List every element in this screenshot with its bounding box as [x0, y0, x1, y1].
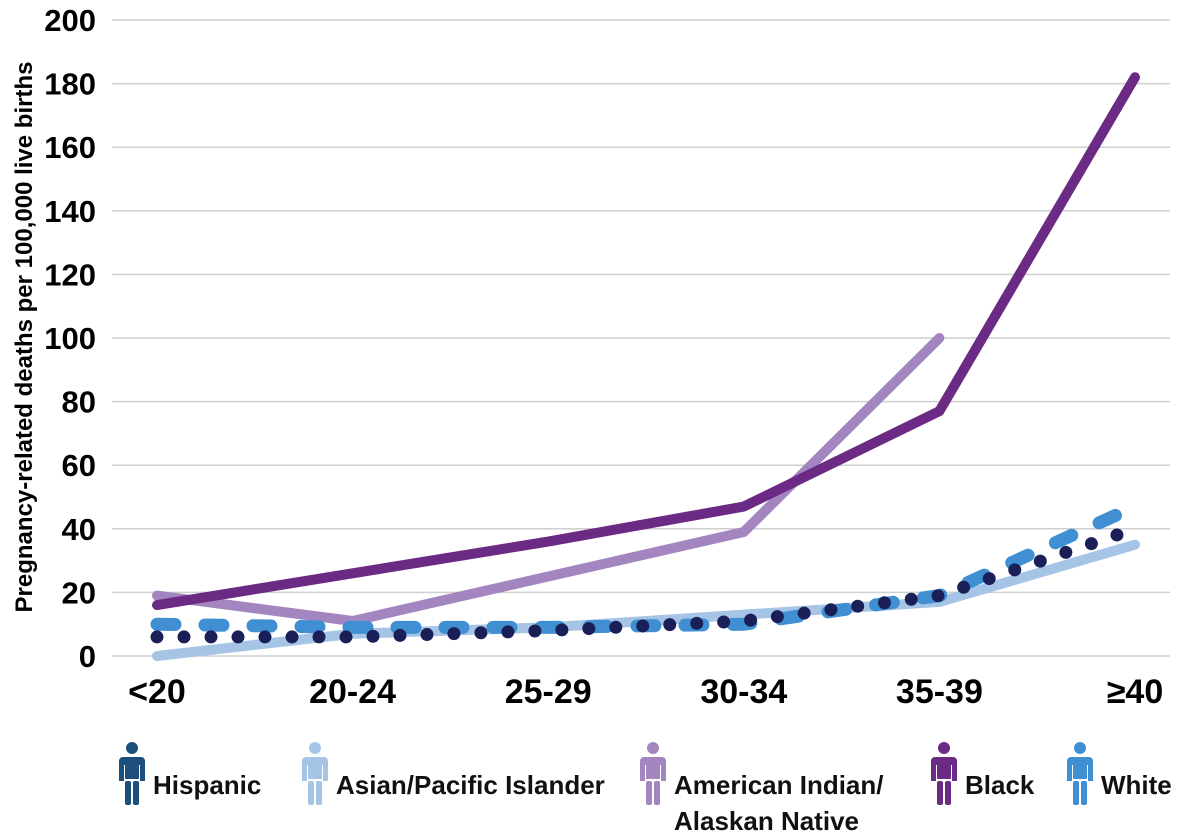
line-chart: 0 20 40 60 80 100 120 140 160 180 200 <20 20-24 25-2… [11, 3, 1170, 711]
gridlines [112, 19, 1170, 657]
legend-item-american-indian-alaskan-native: American Indian/ Alaskan Native [636, 738, 884, 839]
person-icon [119, 742, 145, 805]
legend-item-hispanic: Hispanic [115, 738, 261, 807]
legend-item-white: White [1063, 738, 1172, 807]
y-tick-label: 40 [62, 512, 96, 547]
y-tick-label: 160 [44, 130, 96, 165]
y-tick-label: 80 [62, 385, 96, 420]
y-tick-label: 20 [62, 575, 96, 610]
x-tick-label: ≥40 [1107, 673, 1163, 711]
y-tick-label: 180 [44, 67, 96, 102]
y-tick-label: 0 [79, 639, 96, 674]
y-tick-label: 200 [44, 3, 96, 38]
y-tick-label: 120 [44, 257, 96, 292]
legend-label-american-indian-alaskan-native: American Indian/ Alaskan Native [674, 770, 884, 836]
y-tick-label: 60 [62, 448, 96, 483]
person-icon [302, 742, 328, 805]
x-tick-labels: <20 20-24 25-29 30-34 35-39 ≥40 [128, 673, 1163, 711]
legend-label-black: Black [965, 770, 1035, 800]
person-icon [1067, 742, 1093, 805]
x-tick-label: 20-24 [309, 673, 396, 711]
person-icon [931, 742, 957, 805]
x-tick-label: 35-39 [896, 673, 983, 711]
legend-item-black: Black [927, 738, 1034, 807]
series-lines [150, 72, 1142, 661]
x-tick-label: <20 [128, 673, 186, 711]
y-tick-labels: 0 20 40 60 80 100 120 140 160 180 200 [44, 3, 96, 674]
series-line-asian-pacific-islander [152, 539, 1140, 661]
y-tick-label: 140 [44, 194, 96, 229]
legend-label-white: White [1101, 770, 1172, 800]
legend-label-hispanic: Hispanic [153, 770, 262, 800]
x-tick-label: 30-34 [700, 673, 787, 711]
legend: Hispanic Asian/Pacific Islander American… [0, 738, 1185, 838]
y-axis-label: Pregnancy-related deaths per 100,000 liv… [11, 62, 38, 613]
person-icon [640, 742, 666, 805]
series-line-black [152, 72, 1140, 611]
y-tick-label: 100 [44, 321, 96, 356]
x-tick-label: 25-29 [505, 673, 592, 711]
legend-item-asian-pacific-islander: Asian/Pacific Islander [298, 738, 605, 807]
series-line-hispanic [150, 522, 1142, 644]
legend-label-asian-pacific-islander: Asian/Pacific Islander [336, 770, 605, 800]
series-line-american-indian-alaskan-native [152, 333, 945, 627]
